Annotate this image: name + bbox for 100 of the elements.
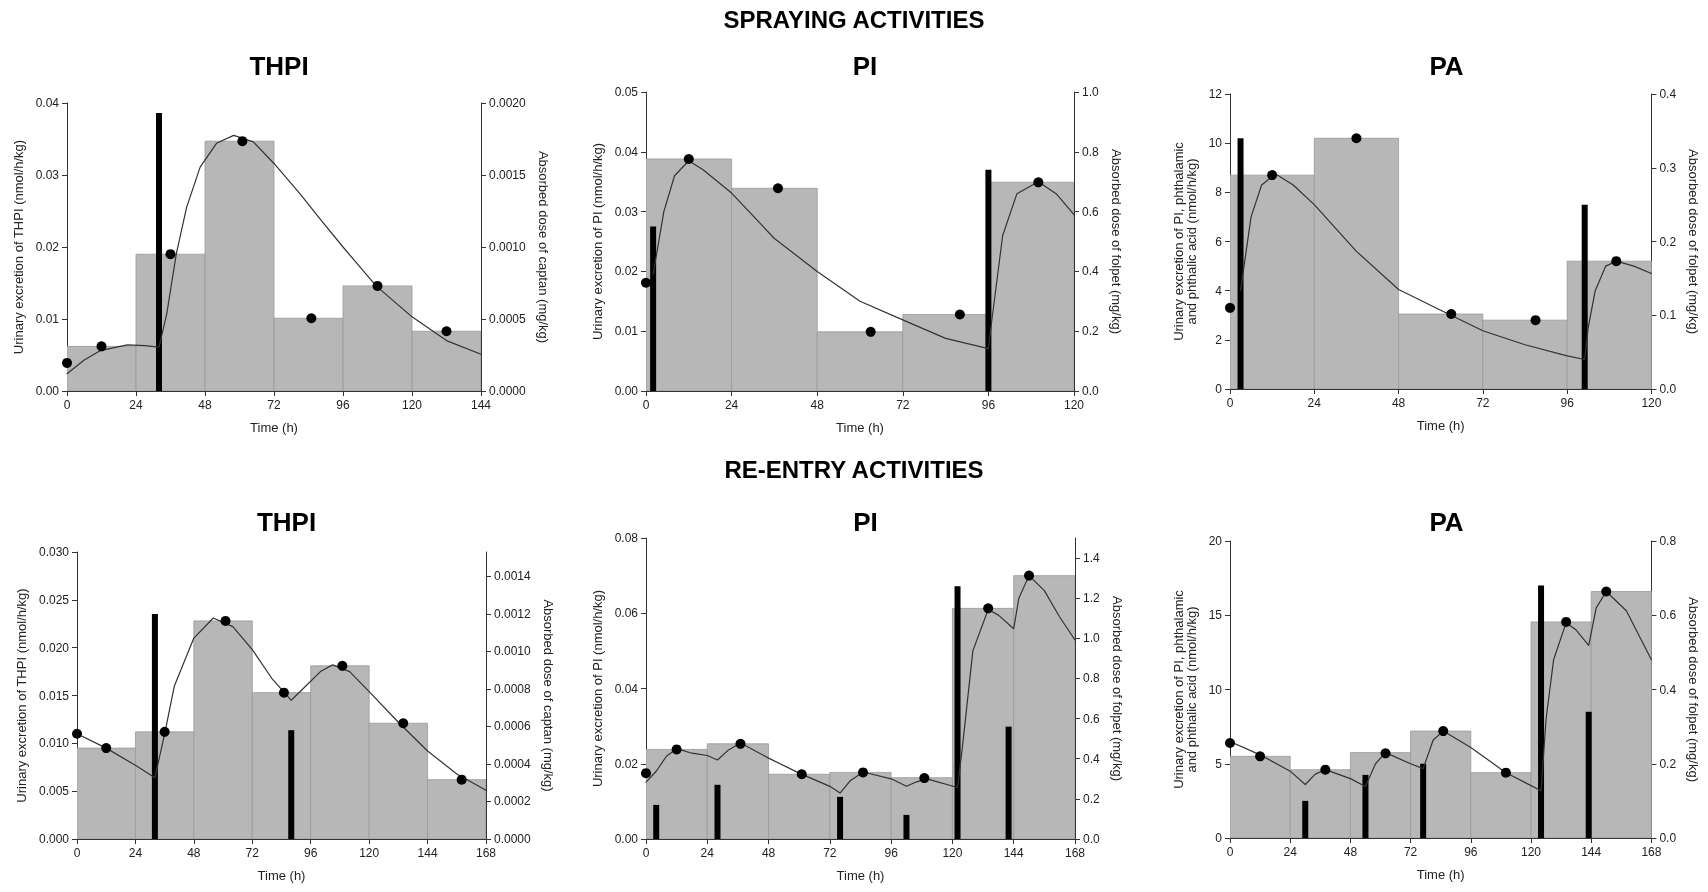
bar — [653, 804, 660, 839]
bar — [714, 784, 721, 839]
point — [683, 153, 694, 164]
y2-tick-label: 0.2 — [1083, 791, 1101, 806]
y-tick-label: 0.01 — [35, 312, 60, 326]
point — [337, 660, 348, 671]
y2-tick-label: 0.2 — [1082, 324, 1100, 339]
y-tick-label: 2 — [1215, 332, 1223, 347]
y-axis-title: Urinary excretion of THPI (nmol/h/kg) — [14, 588, 30, 803]
point — [1225, 737, 1235, 748]
point — [1380, 748, 1391, 759]
point — [1024, 570, 1035, 581]
y2-axis-title: Absorbed dose of folpet (mg/kg) — [1109, 596, 1125, 781]
y2-tick-label: 0.0 — [1659, 382, 1677, 396]
x-tick-label: 120 — [1063, 398, 1085, 412]
y2-tick-label: 1.0 — [1083, 631, 1101, 646]
point — [865, 326, 876, 337]
text: RE-ENTRY ACTIVITIES — [723, 456, 985, 484]
y2-tick-label: 0.0010 — [494, 644, 532, 659]
y-tick-label: 0.025 — [38, 592, 70, 607]
x-tick-label: 144 — [1581, 845, 1602, 859]
x-tick-label: 120 — [1521, 845, 1542, 859]
point — [1438, 726, 1449, 737]
x-tick-label: 96 — [1464, 845, 1478, 859]
y2-tick-label: 0.8 — [1083, 671, 1101, 686]
point — [671, 744, 682, 755]
x-tick-label: 120 — [401, 398, 423, 412]
y2-tick-label: 0.0 — [1659, 831, 1677, 845]
y2-axis-title: Absorbed dose of folpet (mg/kg) — [1686, 149, 1701, 334]
point — [62, 357, 72, 368]
y-tick-label: 5 — [1215, 756, 1223, 771]
y2-tick-label: 0.0005 — [489, 312, 527, 326]
x-tick-label: 24 — [128, 846, 143, 860]
y-tick-label: 0.02 — [614, 264, 639, 279]
point — [954, 309, 965, 320]
y2-tick-label: 0.8 — [1082, 144, 1100, 159]
y2-tick-label: 0.0008 — [494, 681, 532, 696]
x-tick-label: 168 — [1064, 846, 1086, 860]
y-axis-title: Urinary excretion of PI, phthalamic and phthalic acid (nmol/h/kg) — [1170, 589, 1199, 789]
point — [641, 768, 651, 779]
x-tick-label: 96 — [304, 846, 318, 860]
point — [165, 249, 176, 260]
y-tick-label: 15 — [1208, 608, 1223, 623]
x-tick-label: 0 — [642, 846, 650, 860]
y2-axis-title: Absorbed dose of captan (mg/kg) — [540, 599, 556, 792]
y-tick-label: 0.000 — [38, 832, 70, 846]
y2-tick-label: 0.4 — [1659, 87, 1677, 101]
y2-tick-label: 0.4 — [1082, 264, 1100, 279]
point — [1446, 309, 1457, 320]
y2-axis-title: Absorbed dose of captan (mg/kg) — [535, 150, 551, 344]
y-tick-label: 0.010 — [38, 736, 70, 751]
x-tick-label: 0 — [73, 846, 81, 860]
x-axis-title: Time (h) — [1416, 418, 1465, 433]
point — [1530, 315, 1541, 326]
y-tick-label: 20 — [1208, 534, 1223, 548]
y2-tick-label: 0.0004 — [494, 756, 532, 771]
x-tick-label: 24 — [129, 398, 143, 412]
point — [1351, 133, 1362, 144]
y2-tick-label: 0.2 — [1659, 756, 1677, 771]
y-tick-label: 0.04 — [35, 96, 60, 110]
y2-tick-label: 0.0020 — [489, 96, 527, 110]
x-tick-label: 24 — [1283, 845, 1298, 859]
y-tick-label: 0.00 — [35, 384, 60, 398]
y-tick-label: 0.06 — [614, 606, 639, 621]
x-tick-label: 168 — [1641, 845, 1662, 859]
y-tick-label: 0.020 — [38, 640, 70, 655]
x-tick-label: 120 — [942, 846, 963, 860]
x-tick-label: 144 — [470, 398, 492, 412]
x-tick-label: 48 — [187, 846, 201, 860]
y2-tick-label: 0.0015 — [489, 168, 527, 182]
point — [1500, 767, 1511, 778]
x-tick-label: 72 — [1403, 845, 1418, 859]
y-tick-label: 0.05 — [614, 85, 639, 99]
y-tick-label: 0 — [1215, 382, 1223, 396]
y2-tick-label: 0.0012 — [494, 606, 532, 621]
point — [1601, 586, 1612, 597]
x-axis-title: Time (h) — [257, 868, 306, 883]
x-axis-title: Time (h) — [836, 420, 884, 435]
chart-title: PI — [853, 507, 878, 537]
point — [919, 773, 930, 784]
chart-title: THPI — [249, 51, 309, 81]
point — [306, 313, 317, 324]
x-tick-label: 72 — [823, 846, 837, 860]
x-tick-label: 48 — [1343, 845, 1358, 859]
x-tick-label: 120 — [1641, 396, 1662, 410]
bar — [837, 796, 844, 839]
x-tick-label: 0 — [642, 398, 650, 412]
y2-tick-label: 0.6 — [1659, 608, 1677, 623]
x-tick-label: 48 — [810, 398, 825, 412]
y-tick-label: 12 — [1208, 87, 1223, 101]
point — [641, 277, 651, 288]
y-tick-label: 6 — [1215, 234, 1223, 249]
bar — [903, 814, 910, 839]
x-tick-label: 96 — [336, 398, 350, 412]
x-tick-label: 144 — [1003, 846, 1025, 860]
point — [159, 726, 170, 737]
y-tick-label: 0.01 — [614, 324, 639, 339]
point — [983, 603, 994, 614]
y2-tick-label: 0.1 — [1659, 308, 1677, 323]
bar — [1585, 711, 1592, 838]
